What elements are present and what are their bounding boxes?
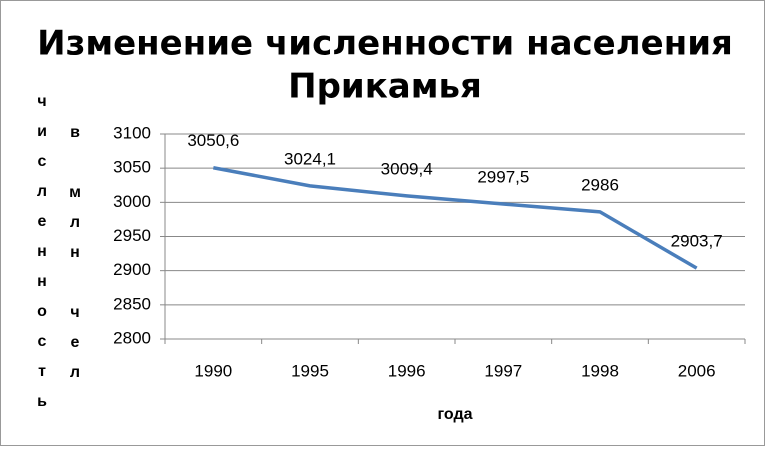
data-label: 2903,7 — [671, 232, 723, 251]
data-label: 2997,5 — [477, 168, 529, 187]
y-tick-label: 3000 — [113, 192, 151, 211]
x-tick-label: 1990 — [194, 361, 232, 380]
y-tick-label: 2800 — [113, 328, 151, 347]
chart-title: Изменение численности населения — [37, 24, 733, 64]
x-tick-label: 1997 — [484, 361, 522, 380]
chart-title-line-2: Прикамья — [288, 67, 482, 107]
x-tick-label: 1996 — [388, 361, 426, 380]
y-tick-label: 2850 — [113, 294, 151, 313]
y-tick-label: 3100 — [113, 123, 151, 142]
x-axis-label: года — [437, 406, 472, 423]
data-line — [213, 166, 698, 270]
data-label: 3024,1 — [284, 149, 336, 168]
x-tick-label: 1995 — [291, 361, 329, 380]
data-label: 3050,6 — [187, 131, 239, 150]
y-tick-label: 2900 — [113, 260, 151, 279]
data-label: 3009,4 — [381, 159, 433, 178]
y-tick-label: 3050 — [113, 158, 151, 177]
x-tick-label: 2006 — [678, 361, 716, 380]
x-tick-label: 1998 — [581, 361, 619, 380]
data-label: 2986 — [581, 175, 619, 194]
y-tick-label: 2950 — [113, 226, 151, 245]
